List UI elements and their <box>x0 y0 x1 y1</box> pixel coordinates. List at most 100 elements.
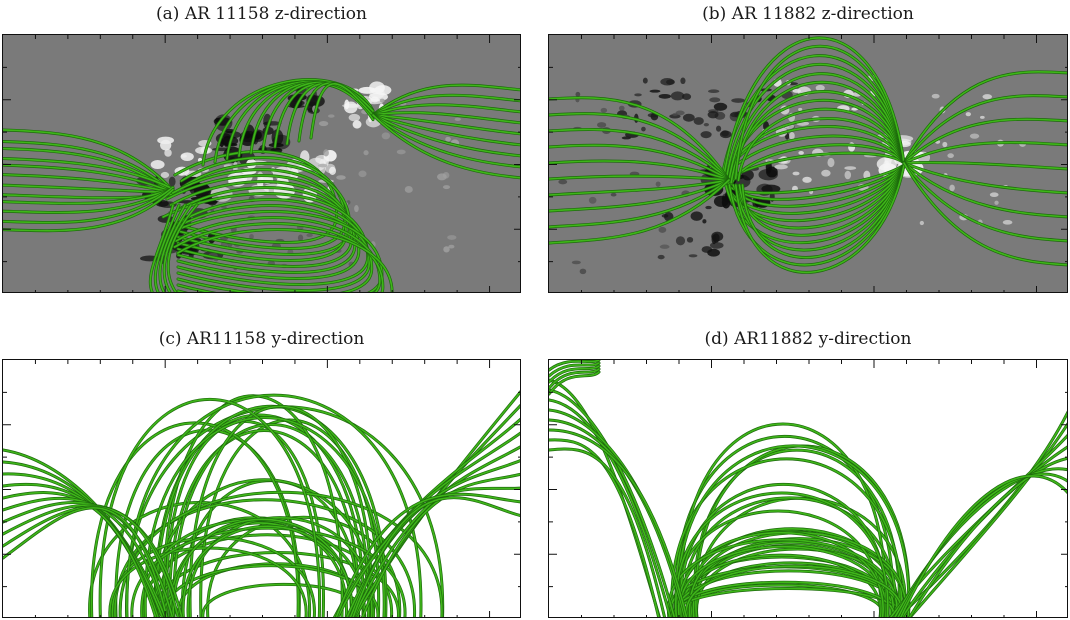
panel-d: (d) AR11882 y-direction <box>548 329 1068 618</box>
polarity-patch <box>690 211 703 221</box>
field-line-highlight <box>3 173 174 194</box>
polarity-patch <box>702 219 707 224</box>
field-line-highlight <box>678 531 884 617</box>
polarity-patch <box>688 254 698 258</box>
field-line-highlight <box>903 161 1067 170</box>
polarity-patch <box>949 184 955 192</box>
field-line-highlight <box>549 179 730 212</box>
polarity-patch <box>792 88 802 93</box>
field-line-highlight <box>903 71 1067 164</box>
polarity-patch <box>323 149 329 157</box>
polarity-patch <box>571 260 581 265</box>
field-line-highlight <box>730 143 905 186</box>
field-line-highlight <box>144 416 385 617</box>
field-line-highlight <box>549 365 600 383</box>
field-line-highlight <box>549 160 730 181</box>
polarity-patch <box>827 157 835 168</box>
polarity-patch <box>942 141 948 148</box>
field-line-highlight <box>549 128 730 181</box>
field-line-highlight <box>549 360 600 371</box>
field-line-highlight <box>903 162 1067 266</box>
panel-c: (c) AR11158 y-direction <box>2 329 521 618</box>
panel-b: (b) AR 11882 z-direction <box>548 4 1068 293</box>
polarity-patch <box>675 236 686 246</box>
panel-b-frame <box>548 34 1068 293</box>
polarity-patch <box>982 94 993 100</box>
polarity-patch <box>329 166 337 175</box>
field-line-highlight <box>728 164 905 266</box>
polarity-patch <box>160 171 170 179</box>
field-line-highlight <box>733 81 905 180</box>
field-line-highlight <box>549 371 600 395</box>
field-line-highlight <box>163 204 192 292</box>
field-line-highlight <box>173 423 370 617</box>
field-line-highlight <box>3 157 174 190</box>
field-line-highlight <box>3 186 174 224</box>
panel-a-plot <box>3 35 520 292</box>
field-line-highlight <box>903 94 1067 164</box>
field-line-highlight <box>171 204 373 292</box>
polarity-patch <box>844 170 852 180</box>
polarity-patch <box>369 81 385 94</box>
field-line-highlight <box>3 449 166 617</box>
polarity-patch <box>659 244 670 249</box>
field-line-highlight <box>725 63 905 181</box>
polarity-patch <box>658 226 667 233</box>
polarity-patch <box>164 149 172 157</box>
field-line-highlight <box>903 118 1067 164</box>
field-line-highlight <box>372 94 520 116</box>
field-line-highlight <box>549 448 666 617</box>
field-line-highlight <box>3 164 174 194</box>
polarity-patch <box>610 192 617 197</box>
polarity-patch <box>454 117 461 122</box>
polarity-patch <box>558 179 568 185</box>
polarity-patch <box>774 164 788 170</box>
panel-a-title: (a) AR 11158 z-direction <box>156 4 367 24</box>
polarity-patch <box>707 89 720 94</box>
polarity-patch <box>180 152 194 162</box>
polarity-patch <box>965 112 972 117</box>
field-line-highlight <box>685 565 903 617</box>
polarity-patch <box>352 120 362 129</box>
field-line-highlight <box>903 162 1067 218</box>
polarity-patch <box>597 122 607 128</box>
polarity-patch <box>693 117 704 125</box>
polarity-patch <box>792 171 800 176</box>
polarity-patch <box>150 160 165 170</box>
field-line-highlight <box>352 496 520 617</box>
polarity-patch <box>686 236 694 243</box>
field-line-highlight <box>900 475 1067 617</box>
polarity-patch <box>1002 220 1013 225</box>
field-line-highlight <box>3 187 174 205</box>
panel-d-frame <box>548 359 1068 618</box>
field-line-highlight <box>903 162 1067 194</box>
field-line-highlight <box>549 368 600 389</box>
field-line-highlight <box>298 82 374 142</box>
field-line-highlight <box>889 434 1067 617</box>
polarity-patch <box>666 79 675 85</box>
polarity-patch <box>588 196 597 204</box>
panel-d-title: (d) AR11882 y-direction <box>704 329 912 349</box>
polarity-patch <box>712 233 720 243</box>
polarity-patch <box>682 113 695 122</box>
field-line-highlight <box>735 164 905 274</box>
polarity-patch <box>318 163 328 168</box>
polarity-patch <box>919 220 924 226</box>
field-line-highlight <box>549 179 730 196</box>
polarity-patch <box>815 84 825 92</box>
polarity-patch <box>931 93 940 99</box>
polarity-patch <box>642 77 648 84</box>
field-line-highlight <box>154 204 180 292</box>
field-line-highlight <box>173 222 384 292</box>
polarity-patch <box>680 77 686 85</box>
polarity-patch <box>721 196 731 209</box>
polarity-patch <box>969 133 980 139</box>
field-line-highlight <box>372 114 520 157</box>
field-line-highlight <box>372 114 520 146</box>
polarity-patch <box>600 107 608 113</box>
field-line-highlight <box>176 228 393 292</box>
field-line-highlight <box>182 525 353 617</box>
polarity-patch <box>447 235 457 240</box>
field-line-highlight <box>741 164 905 259</box>
polarity-patch <box>700 131 712 139</box>
